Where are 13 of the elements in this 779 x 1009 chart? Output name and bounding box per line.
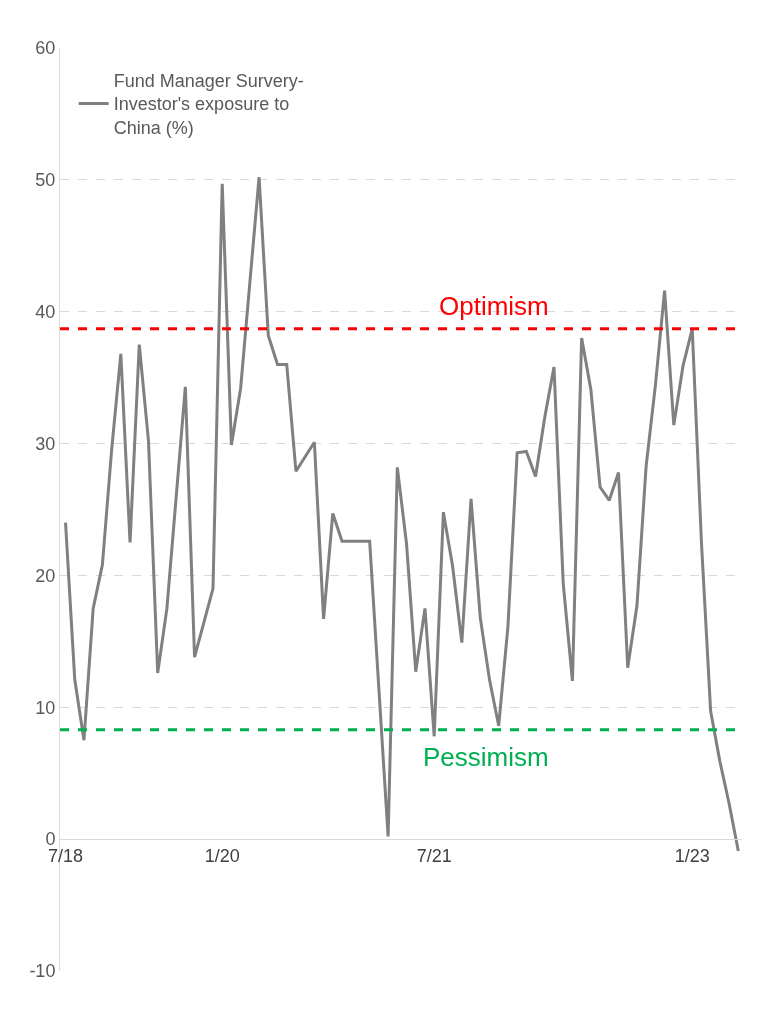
y-tick-label: 30 bbox=[35, 433, 56, 454]
y-tick-label: -10 bbox=[29, 961, 56, 982]
y-tick-label: 10 bbox=[35, 697, 56, 718]
legend-label: Fund Manager Survery-Investor's exposure to China (%) bbox=[113, 71, 304, 138]
y-tick-label: 40 bbox=[35, 302, 56, 323]
y-tick-label: 50 bbox=[35, 170, 56, 191]
ref-line-label: Optimism bbox=[439, 291, 549, 321]
x-tick-label: 7/21 bbox=[416, 845, 452, 866]
y-tick-label: 60 bbox=[35, 38, 56, 59]
x-tick-label: 1/20 bbox=[204, 845, 240, 866]
x-tick-label: 1/23 bbox=[674, 845, 710, 866]
ref-line-label: Pessimism bbox=[423, 742, 549, 772]
y-tick-label: 20 bbox=[35, 565, 56, 586]
